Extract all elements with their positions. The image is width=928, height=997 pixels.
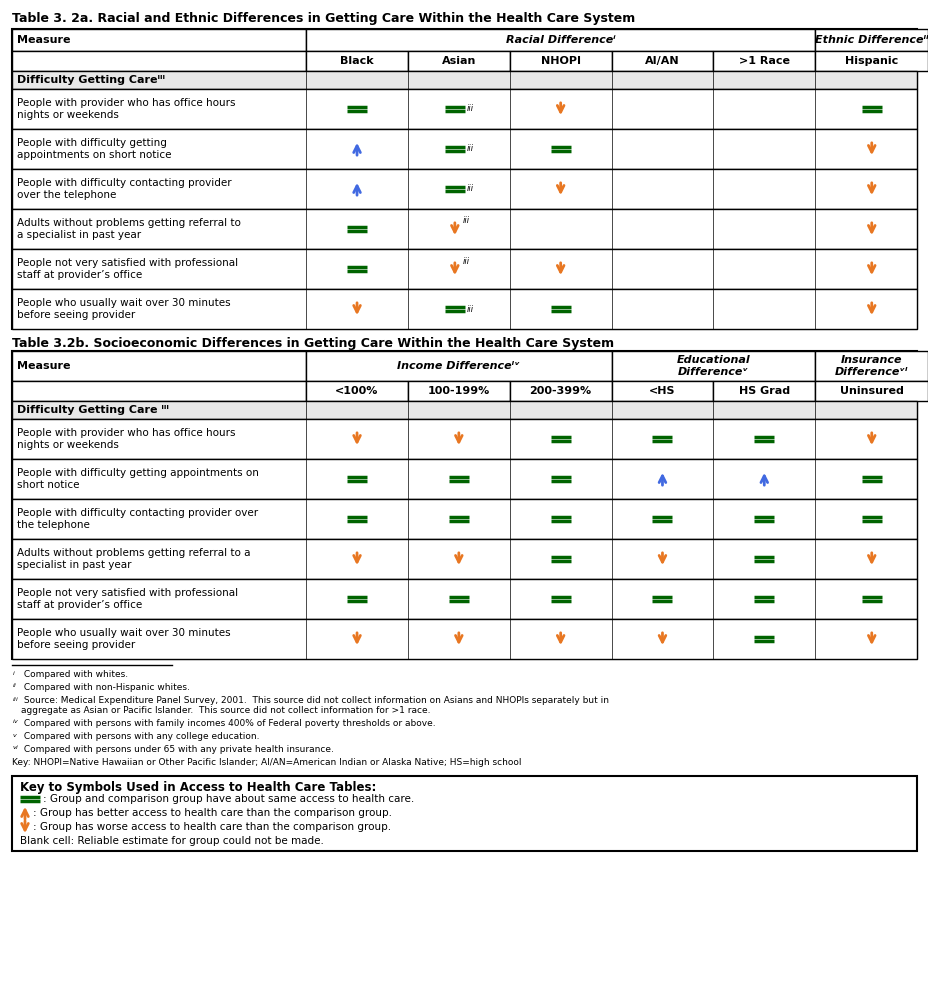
- Bar: [407, 381, 509, 401]
- Bar: [12, 289, 916, 329]
- Text: Compared with persons with family incomes 400% of Federal poverty thresholds or : Compared with persons with family income…: [21, 719, 435, 728]
- Bar: [306, 51, 407, 71]
- Text: iii: iii: [467, 105, 473, 114]
- Text: NHOPI: NHOPI: [540, 56, 580, 66]
- Bar: [12, 539, 916, 579]
- Text: People who usually wait over 30 minutes
before seeing provider: People who usually wait over 30 minutes …: [17, 298, 230, 320]
- Text: $^i$: $^i$: [12, 670, 16, 679]
- Bar: [12, 619, 916, 659]
- Bar: [12, 419, 916, 459]
- Bar: [12, 579, 916, 619]
- Text: Source: Medical Expenditure Panel Survey, 2001.  This source did not collect inf: Source: Medical Expenditure Panel Survey…: [21, 696, 609, 716]
- Text: Income Differenceᴵᵛ: Income Differenceᴵᵛ: [397, 361, 520, 371]
- Bar: [814, 29, 927, 51]
- Text: Ethnic Differenceᴵᴵ: Ethnic Differenceᴵᴵ: [814, 35, 928, 45]
- Text: : Group has worse access to health care than the comparison group.: : Group has worse access to health care …: [33, 822, 391, 832]
- Bar: [12, 129, 916, 169]
- Text: Compared with whites.: Compared with whites.: [21, 670, 128, 679]
- Text: iii: iii: [462, 256, 470, 265]
- Text: 200-399%: 200-399%: [529, 386, 591, 396]
- Text: Difficulty Getting Care ᴵᴵᴵ: Difficulty Getting Care ᴵᴵᴵ: [17, 405, 169, 415]
- Text: 100-199%: 100-199%: [427, 386, 489, 396]
- Text: Adults without problems getting referral to
a specialist in past year: Adults without problems getting referral…: [17, 218, 240, 240]
- Bar: [12, 351, 306, 381]
- Bar: [814, 381, 927, 401]
- Text: People who usually wait over 30 minutes
before seeing provider: People who usually wait over 30 minutes …: [17, 628, 230, 650]
- Text: Measure: Measure: [17, 35, 71, 45]
- Text: People with provider who has office hours
nights or weekends: People with provider who has office hour…: [17, 98, 235, 120]
- Bar: [12, 459, 916, 499]
- Text: Racial Differenceⁱ: Racial Differenceⁱ: [505, 35, 615, 45]
- Bar: [12, 351, 916, 659]
- Text: Educational
Differenceᵛ: Educational Differenceᵛ: [676, 355, 750, 377]
- Text: $^v$: $^v$: [12, 732, 18, 741]
- Text: Table 3. 2a. Racial and Ethnic Differences in Getting Care Within the Health Car: Table 3. 2a. Racial and Ethnic Differenc…: [12, 12, 635, 25]
- Text: Key: NHOPI=Native Hawaiian or Other Pacific Islander; AI/AN=American Indian or A: Key: NHOPI=Native Hawaiian or Other Paci…: [12, 758, 521, 767]
- Bar: [306, 381, 407, 401]
- Text: Uninsured: Uninsured: [839, 386, 903, 396]
- Bar: [12, 29, 306, 51]
- Text: $^{ii}$: $^{ii}$: [12, 683, 18, 692]
- Bar: [611, 351, 814, 381]
- Text: <HS: <HS: [649, 386, 675, 396]
- Text: People with provider who has office hours
nights or weekends: People with provider who has office hour…: [17, 428, 235, 450]
- Text: Key to Symbols Used in Access to Health Care Tables:: Key to Symbols Used in Access to Health …: [20, 781, 376, 794]
- Bar: [12, 401, 916, 419]
- Text: <100%: <100%: [335, 386, 379, 396]
- Text: $^{iv}$: $^{iv}$: [12, 719, 19, 728]
- Bar: [713, 51, 814, 71]
- Text: Insurance
Differenceᵛᴵ: Insurance Differenceᵛᴵ: [834, 355, 908, 377]
- Text: iii: iii: [467, 145, 473, 154]
- Text: iii: iii: [467, 184, 473, 193]
- Text: iii: iii: [467, 304, 473, 313]
- Bar: [12, 776, 916, 851]
- Text: People with difficulty contacting provider
over the telephone: People with difficulty contacting provid…: [17, 178, 231, 199]
- Text: : Group has better access to health care than the comparison group.: : Group has better access to health care…: [33, 808, 392, 818]
- Text: People with difficulty contacting provider over
the telephone: People with difficulty contacting provid…: [17, 508, 258, 529]
- Text: Blank cell: Reliable estimate for group could not be made.: Blank cell: Reliable estimate for group …: [20, 836, 324, 846]
- Bar: [12, 89, 916, 129]
- Text: : Group and comparison group have about same access to health care.: : Group and comparison group have about …: [43, 794, 414, 804]
- Text: Measure: Measure: [17, 361, 71, 371]
- Text: Compared with persons with any college education.: Compared with persons with any college e…: [21, 732, 259, 741]
- Text: Asian: Asian: [441, 56, 475, 66]
- Bar: [814, 51, 927, 71]
- Bar: [12, 381, 306, 401]
- Text: AI/AN: AI/AN: [644, 56, 679, 66]
- Bar: [611, 381, 713, 401]
- Text: >1 Race: >1 Race: [738, 56, 789, 66]
- Text: People with difficulty getting appointments on
short notice: People with difficulty getting appointme…: [17, 469, 259, 490]
- Bar: [814, 351, 927, 381]
- Bar: [12, 169, 916, 209]
- Text: $^{vi}$: $^{vi}$: [12, 745, 19, 754]
- Bar: [509, 51, 611, 71]
- Text: Table 3.2b. Socioeconomic Differences in Getting Care Within the Health Care Sys: Table 3.2b. Socioeconomic Differences in…: [12, 337, 613, 350]
- Bar: [306, 351, 611, 381]
- Text: People not very satisfied with professional
staff at provider’s office: People not very satisfied with professio…: [17, 258, 238, 280]
- Text: $^{iii}$: $^{iii}$: [12, 696, 19, 705]
- Text: Black: Black: [340, 56, 373, 66]
- Text: People with difficulty getting
appointments on short notice: People with difficulty getting appointme…: [17, 139, 172, 160]
- Text: iii: iii: [462, 216, 470, 225]
- Text: Difficulty Getting Careᴵᴵᴵ: Difficulty Getting Careᴵᴵᴵ: [17, 75, 165, 85]
- Text: Compared with persons under 65 with any private health insurance.: Compared with persons under 65 with any …: [21, 745, 333, 754]
- Bar: [509, 381, 611, 401]
- Text: Compared with non-Hispanic whites.: Compared with non-Hispanic whites.: [21, 683, 189, 692]
- Text: People not very satisfied with professional
staff at provider’s office: People not very satisfied with professio…: [17, 588, 238, 610]
- Bar: [12, 209, 916, 249]
- Text: Adults without problems getting referral to a
specialist in past year: Adults without problems getting referral…: [17, 548, 251, 570]
- Text: Hispanic: Hispanic: [844, 56, 897, 66]
- Bar: [12, 29, 916, 329]
- Bar: [12, 51, 306, 71]
- Bar: [306, 29, 814, 51]
- Bar: [12, 71, 916, 89]
- Bar: [12, 499, 916, 539]
- Bar: [407, 51, 509, 71]
- Bar: [713, 381, 814, 401]
- Text: HS Grad: HS Grad: [738, 386, 789, 396]
- Bar: [12, 249, 916, 289]
- Bar: [611, 51, 713, 71]
